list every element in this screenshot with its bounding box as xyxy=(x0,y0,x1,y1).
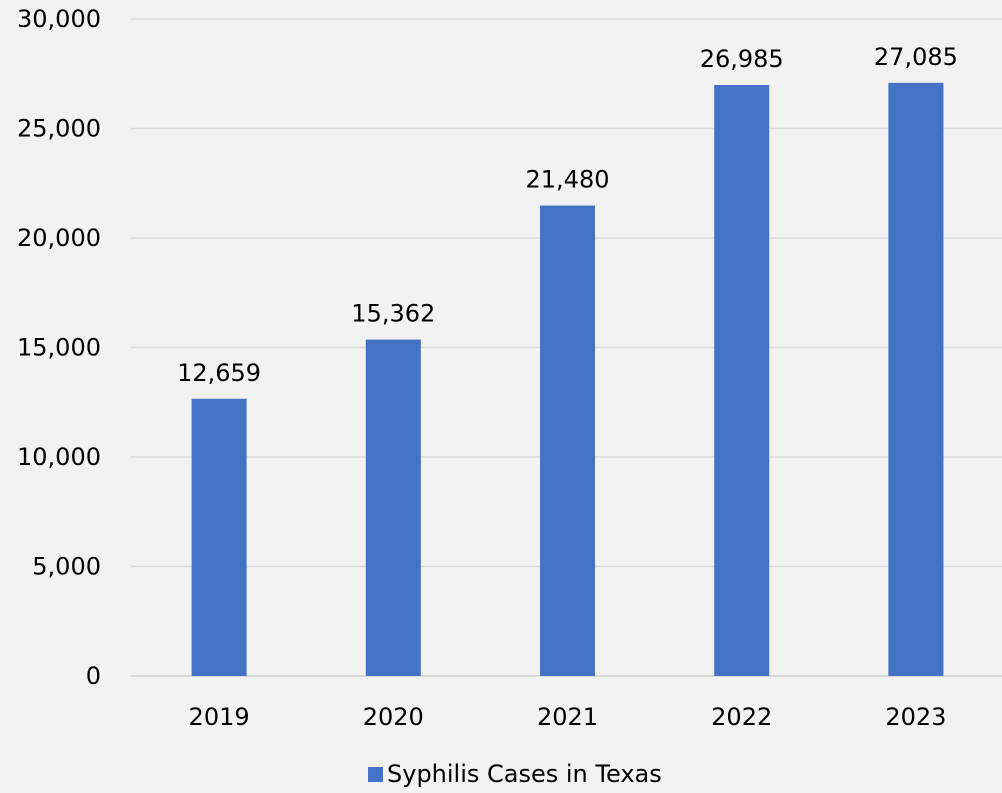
y-tick-label: 0 xyxy=(86,662,101,690)
x-tick-label-2019: 2019 xyxy=(189,703,250,731)
y-tick-label: 15,000 xyxy=(17,334,101,362)
data-labels: 12,659 15,362 21,480 26,985 27,085 xyxy=(177,43,958,387)
y-tick-label: 20,000 xyxy=(17,224,101,252)
y-tick-label: 30,000 xyxy=(17,5,101,33)
bars xyxy=(191,82,944,676)
data-label-2020: 15,362 xyxy=(351,300,435,328)
data-label-2023: 27,085 xyxy=(874,43,958,71)
x-tick-label-2022: 2022 xyxy=(711,703,772,731)
x-tick-label-2021: 2021 xyxy=(537,703,598,731)
x-tick-label-2023: 2023 xyxy=(885,703,946,731)
x-tick-label-2020: 2020 xyxy=(363,703,424,731)
bar-2022 xyxy=(714,85,770,676)
y-tick-label: 10,000 xyxy=(17,443,101,471)
bar-2020 xyxy=(365,339,421,676)
y-tick-label: 5,000 xyxy=(32,553,101,581)
y-axis: 0 5,000 10,000 15,000 20,000 25,000 30,000 xyxy=(17,5,101,690)
bar-2019 xyxy=(191,398,247,676)
x-axis: 2019 2020 2021 2022 2023 xyxy=(189,703,947,731)
data-label-2022: 26,985 xyxy=(700,45,784,73)
bar-2023 xyxy=(888,82,944,676)
legend-swatch xyxy=(368,767,383,782)
legend-label: Syphilis Cases in Texas xyxy=(387,760,662,788)
data-label-2021: 21,480 xyxy=(526,166,610,194)
data-label-2019: 12,659 xyxy=(177,359,261,387)
y-tick-label: 25,000 xyxy=(17,115,101,143)
bar-2021 xyxy=(540,205,595,676)
legend: Syphilis Cases in Texas xyxy=(368,760,662,788)
